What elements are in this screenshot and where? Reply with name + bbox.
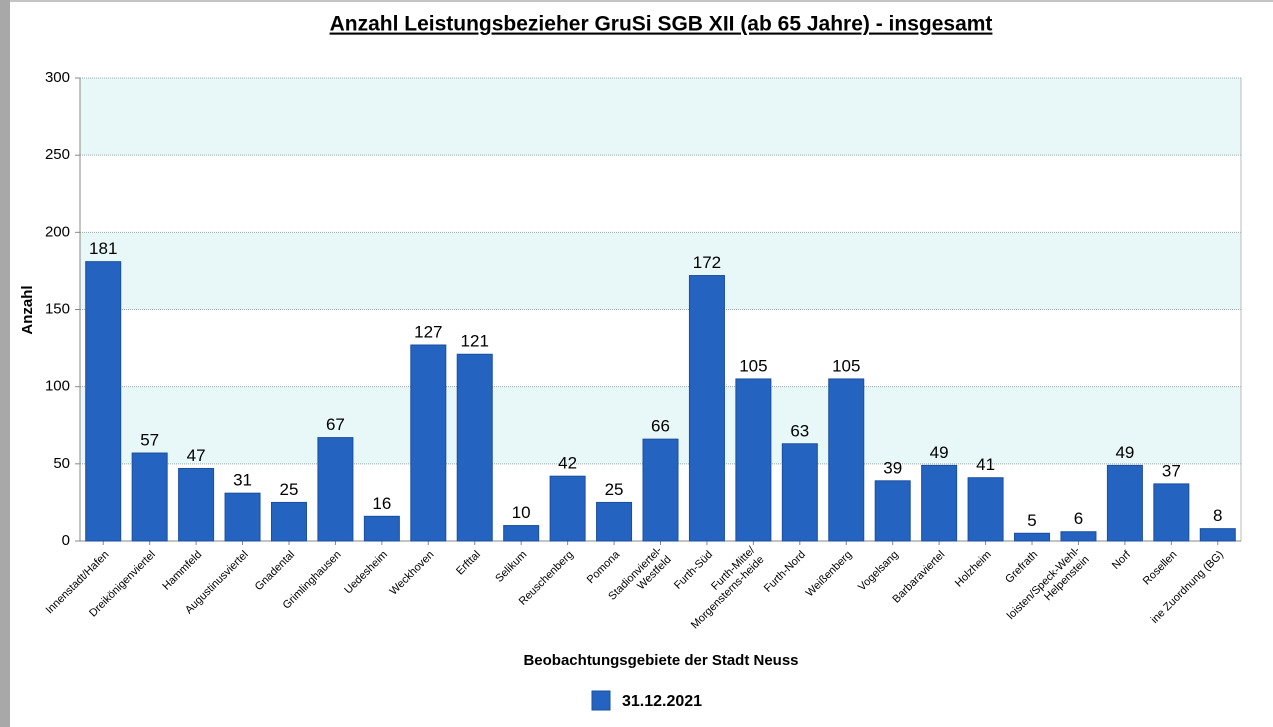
- data-label: 105: [832, 356, 860, 375]
- x-tick-label: Hammfeld: [160, 549, 204, 593]
- data-label: 127: [414, 322, 442, 341]
- x-tick-label: Weckhoven: [387, 549, 436, 598]
- data-label: 105: [739, 356, 767, 375]
- bar: [1199, 528, 1236, 542]
- x-tick-label: Selikum: [493, 549, 529, 585]
- bar: [363, 515, 400, 542]
- bar: [781, 443, 818, 542]
- bar: [1106, 464, 1143, 542]
- data-label: 41: [976, 455, 995, 474]
- bar: [688, 275, 725, 542]
- y-tick-label: 300: [45, 69, 70, 86]
- data-label: 8: [1213, 506, 1222, 525]
- data-label: 25: [280, 480, 299, 499]
- bar: [85, 261, 122, 542]
- bar: [503, 525, 540, 542]
- y-tick-label: 0: [62, 532, 70, 549]
- data-label: 121: [461, 332, 489, 351]
- data-label: 25: [605, 480, 624, 499]
- bar: [178, 467, 215, 542]
- data-label: 37: [1162, 461, 1181, 480]
- data-label: 49: [930, 443, 949, 462]
- bar: [642, 438, 679, 542]
- grid-band: [80, 78, 1241, 156]
- x-tick-label: Pomona: [585, 548, 623, 586]
- data-label: 16: [372, 494, 391, 513]
- y-tick-label: 50: [53, 455, 70, 472]
- x-tick-label: Vogelsang: [856, 549, 901, 594]
- x-tick-label: Gnadental: [253, 549, 297, 593]
- bar: [967, 477, 1004, 542]
- x-tick-label: Grefrath: [1003, 549, 1040, 586]
- data-label: 39: [883, 458, 902, 477]
- y-tick-label: 150: [45, 300, 70, 317]
- x-tick-label: Erfttal: [454, 549, 483, 578]
- bar: [131, 452, 168, 542]
- data-label: 67: [326, 415, 345, 434]
- y-tick-label: 200: [45, 223, 70, 240]
- legend-swatch: [591, 690, 611, 711]
- legend-label: 31.12.2021: [622, 693, 702, 710]
- x-tick-label: Furth-Nord: [762, 549, 808, 595]
- data-label: 42: [558, 454, 577, 473]
- data-label: 10: [512, 503, 531, 522]
- bar: [921, 464, 958, 542]
- bar: [270, 501, 307, 542]
- bar: [596, 501, 633, 542]
- bar: [874, 480, 911, 542]
- y-axis-title: Anzahl: [19, 285, 36, 334]
- x-tick-label: Rosellen: [1141, 549, 1180, 588]
- data-label: 47: [187, 446, 206, 465]
- data-label: 63: [790, 421, 809, 440]
- x-tick-label: Holzheim: [953, 549, 994, 590]
- bar: [828, 378, 865, 542]
- data-label: 5: [1027, 511, 1036, 530]
- x-axis-title: Beobachtungsgebiete der Stadt Neuss: [523, 652, 798, 669]
- x-tick-label: Furth-Mitte/Morgensterns-heide: [680, 544, 768, 632]
- bar: [549, 475, 586, 542]
- x-tick-label: Weißenberg: [804, 549, 855, 600]
- bar: [456, 353, 493, 542]
- data-label: 49: [1115, 443, 1134, 462]
- data-label: 181: [89, 239, 117, 258]
- data-label: 6: [1074, 509, 1083, 528]
- x-tick-label: Furth-Süd: [672, 549, 715, 592]
- bar: [1153, 483, 1190, 542]
- bar: [1060, 531, 1097, 542]
- frame-left: [0, 0, 10, 727]
- data-label: 57: [140, 431, 159, 450]
- x-tick-label: Norf: [1110, 548, 1134, 572]
- chart-title: Anzahl Leistungsbezieher GruSi SGB XII (…: [330, 13, 993, 36]
- data-label: 172: [693, 253, 721, 272]
- data-label: 66: [651, 417, 670, 436]
- x-tick-label: loisten/Speck-Wehl-Helpenstein: [1005, 544, 1092, 631]
- bar: [1014, 532, 1051, 542]
- bar: [224, 492, 261, 542]
- bar: [317, 437, 354, 542]
- data-label: 31: [233, 471, 252, 490]
- grid-band: [80, 232, 1241, 310]
- x-tick-label: Uedesheim: [342, 549, 390, 597]
- bar: [410, 344, 447, 542]
- y-tick-label: 100: [45, 378, 70, 395]
- bar: [735, 378, 772, 542]
- y-tick-label: 250: [45, 146, 70, 163]
